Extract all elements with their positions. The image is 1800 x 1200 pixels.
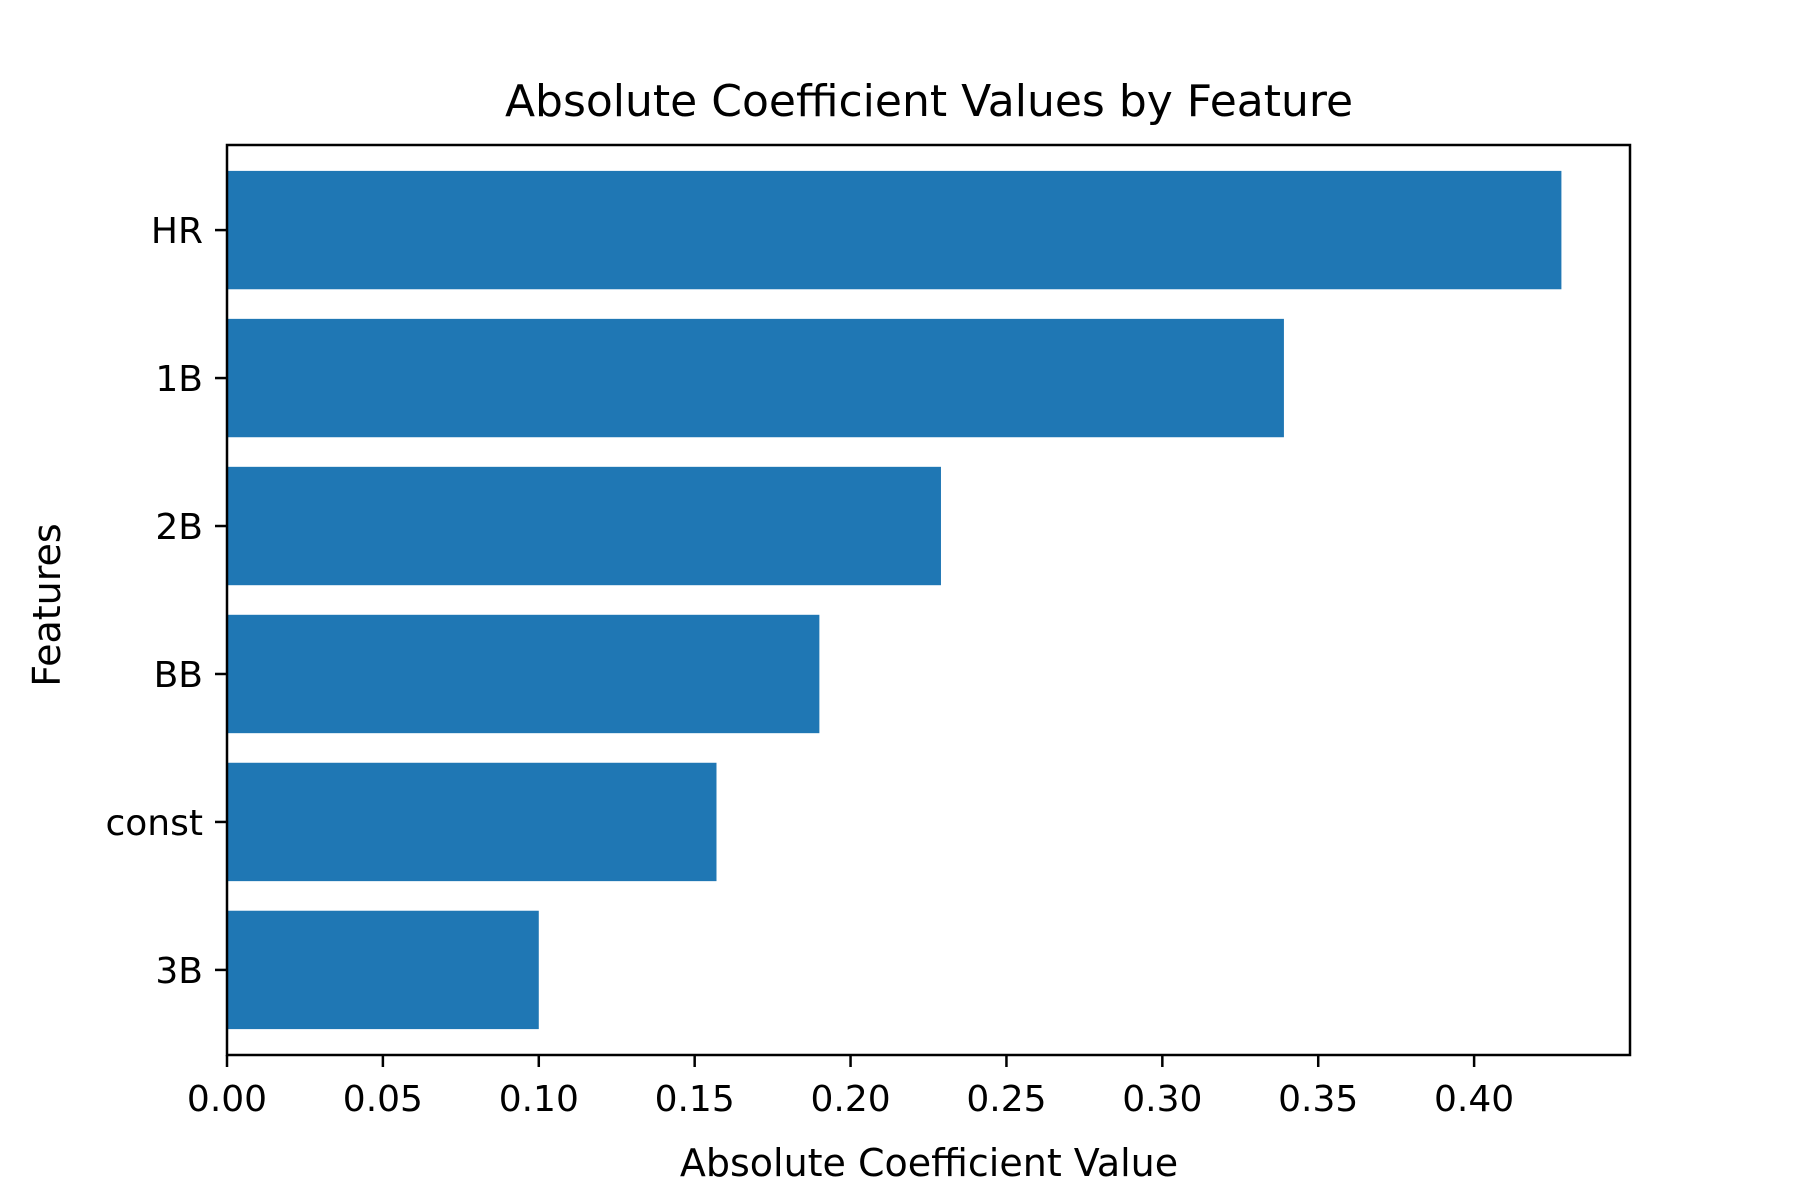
bar-1b	[227, 318, 1284, 438]
x-tick-label: 0.05	[343, 1079, 423, 1120]
x-tick-label: 0.35	[1278, 1079, 1358, 1120]
bars-group	[227, 170, 1562, 1030]
bar-bb	[227, 614, 820, 734]
y-axis-label: Features	[25, 523, 69, 686]
x-axis-label: Absolute Coefficient Value	[680, 1141, 1178, 1185]
x-axis-ticks: 0.00 0.05 0.10 0.15 0.20 0.25 0.30 0.35 0.40	[187, 1055, 1514, 1120]
y-tick-label: const	[105, 803, 203, 844]
y-tick-label: HR	[151, 211, 203, 252]
y-axis-ticks: HR 1B 2B BB const 3B	[105, 211, 227, 992]
x-tick-label: 0.20	[810, 1079, 890, 1120]
bar-hr	[227, 170, 1562, 290]
x-tick-label: 0.25	[966, 1079, 1046, 1120]
x-tick-label: 0.40	[1434, 1079, 1514, 1120]
x-tick-label: 0.00	[187, 1079, 267, 1120]
bar-3b	[227, 910, 539, 1030]
y-tick-label: 1B	[155, 359, 203, 400]
x-tick-label: 0.30	[1122, 1079, 1202, 1120]
plot-frame	[225, 143, 1632, 1057]
bar-const	[227, 762, 717, 882]
x-tick-label: 0.10	[499, 1079, 579, 1120]
y-tick-label: 2B	[155, 507, 203, 548]
y-tick-label: 3B	[155, 951, 203, 992]
y-tick-label: BB	[154, 655, 203, 696]
chart-title: Absolute Coefficient Values by Feature	[505, 76, 1353, 127]
x-tick-label: 0.15	[655, 1079, 735, 1120]
bar-2b	[227, 466, 941, 586]
